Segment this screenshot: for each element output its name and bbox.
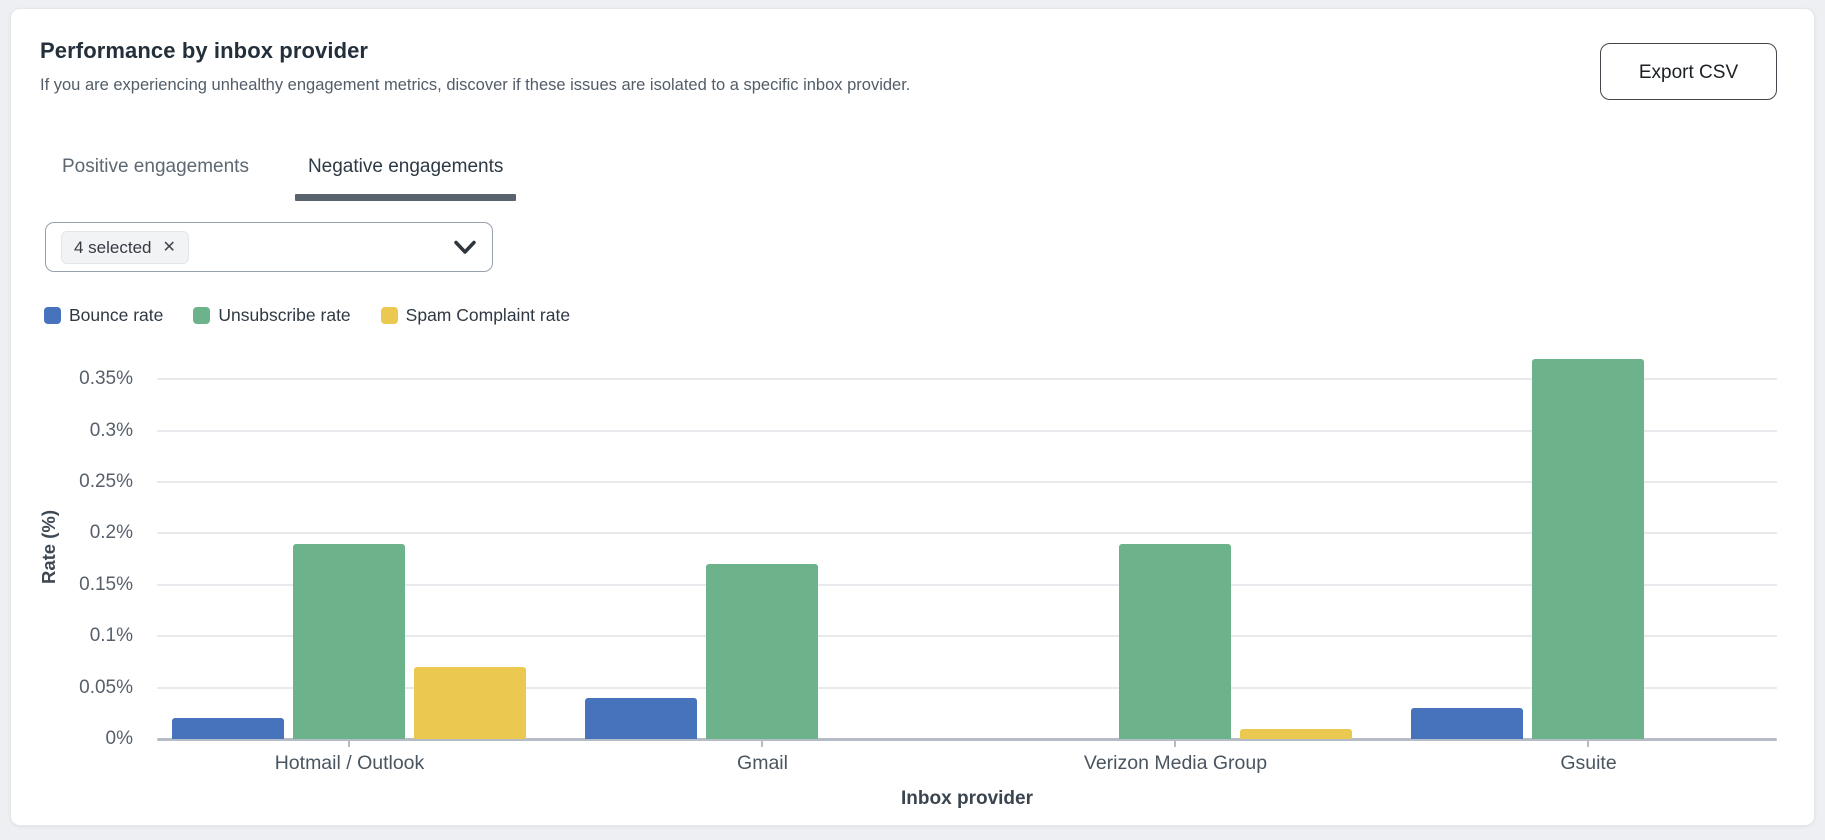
engagement-tabs: Positive engagements Negative engagement…	[49, 150, 517, 201]
page-subtitle: If you are experiencing unhealthy engage…	[40, 76, 911, 94]
bar-bounce-rate-gmail[interactable]	[585, 697, 697, 739]
y-tick-label: 0.35%	[79, 368, 133, 390]
legend-item-spam-complaint-rate[interactable]: Spam Complaint rate	[380, 305, 571, 326]
x-category-label-gmail: Gmail	[737, 752, 788, 774]
y-tick-label: 0.05%	[79, 676, 133, 698]
bar-bounce-rate-hotmail-outlook[interactable]	[172, 718, 284, 739]
page-title: Performance by inbox provider	[40, 38, 369, 63]
gridline	[157, 532, 1777, 535]
x-category-label-hotmail-outlook: Hotmail / Outlook	[274, 752, 425, 774]
chevron-down-icon[interactable]	[454, 240, 476, 255]
tab-negative-engagements[interactable]: Negative engagements	[294, 150, 517, 201]
tab-positive-engagements[interactable]: Positive engagements	[62, 156, 249, 177]
gridline	[157, 583, 1777, 586]
legend-swatch-unsubscribe-rate	[193, 307, 211, 324]
bar-unsubscribe-rate-hotmail-outlook[interactable]	[293, 543, 405, 739]
gridline	[157, 635, 1777, 638]
x-category-label-gsuite: Gsuite	[1560, 752, 1617, 774]
bar-bounce-rate-gsuite[interactable]	[1411, 708, 1523, 739]
x-tick-mark	[761, 740, 763, 747]
x-tick-mark	[1174, 740, 1176, 747]
gridline	[157, 429, 1777, 432]
legend-swatch-bounce-rate	[44, 307, 61, 324]
clear-selection-icon[interactable]: ✕	[162, 238, 176, 256]
x-tick-mark	[1587, 740, 1589, 747]
selected-count-label: 4 selected	[74, 237, 152, 257]
y-tick-label: 0.25%	[79, 471, 133, 492]
chart-legend: Bounce rate Unsubscribe rate Spam Complain…	[44, 305, 570, 326]
bar-unsubscribe-rate-verizon-media-group[interactable]	[1119, 543, 1231, 739]
legend-item-unsubscribe-rate[interactable]: Unsubscribe rate	[193, 305, 351, 326]
bar-spam-complaint-rate-hotmail-outlook[interactable]	[414, 667, 526, 739]
y-tick-label: 0%	[105, 728, 133, 749]
bar-spam-complaint-rate-verizon-media-group[interactable]	[1240, 728, 1352, 739]
y-tick-label: 0.2%	[89, 522, 133, 544]
selected-count-tag: 4 selected ✕	[61, 231, 189, 264]
gridline	[157, 378, 1777, 381]
x-category-label-verizon-media-group: Verizon Media Group	[1083, 752, 1268, 774]
legend-swatch-spam-complaint-rate	[380, 307, 398, 324]
legend-item-bounce-rate[interactable]: Bounce rate	[44, 305, 163, 326]
gridline	[157, 686, 1777, 689]
x-axis-line	[157, 737, 1777, 741]
x-axis-title: Inbox provider	[901, 788, 1033, 809]
bar-unsubscribe-rate-gmail[interactable]	[706, 564, 818, 739]
x-tick-mark	[348, 740, 350, 747]
legend-label: Spam Complaint rate	[405, 305, 571, 325]
y-tick-label: 0.3%	[89, 419, 133, 441]
legend-label: Unsubscribe rate	[218, 305, 351, 325]
y-tick-label: 0.1%	[89, 625, 133, 647]
legend-label: Bounce rate	[69, 305, 164, 325]
bar-unsubscribe-rate-gsuite[interactable]	[1532, 358, 1644, 739]
export-csv-button[interactable]: Export CSV	[1600, 43, 1777, 100]
y-tick-label: 0.15%	[79, 573, 133, 595]
gridline	[157, 481, 1777, 483]
provider-multiselect[interactable]: 4 selected ✕	[45, 222, 493, 272]
